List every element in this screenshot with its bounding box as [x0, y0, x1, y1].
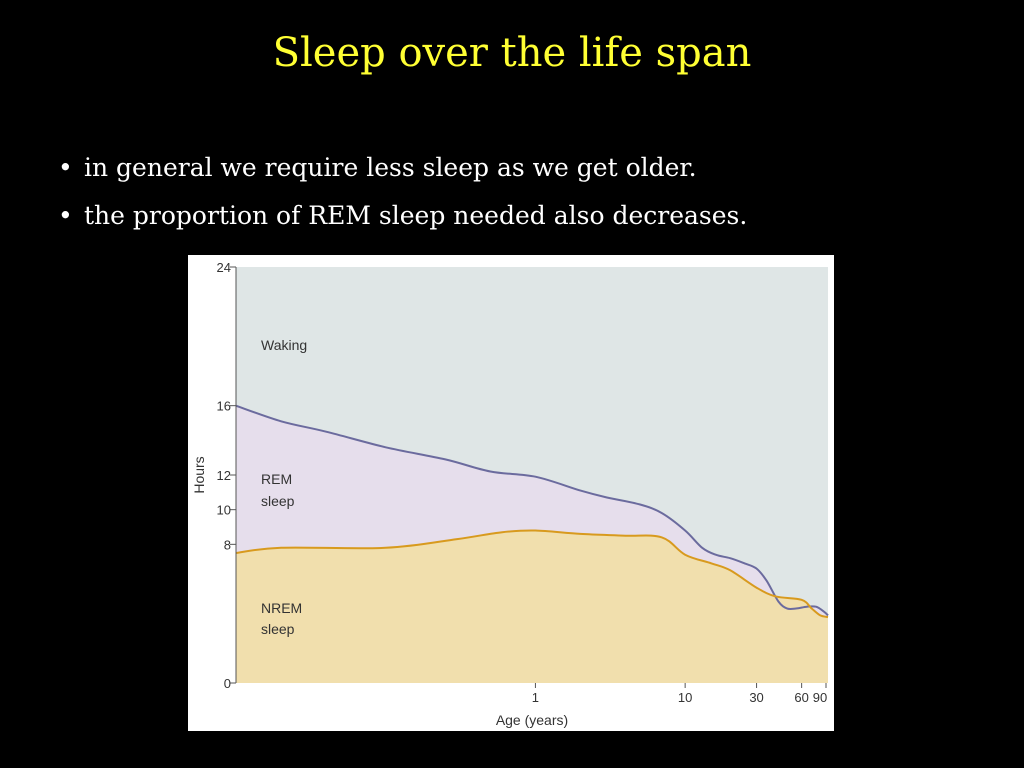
bullet-text: the proportion of REM sleep needed also …: [84, 201, 748, 230]
nrem-sleep-line: [235, 529, 829, 619]
nrem-sleep-area: [236, 530, 828, 683]
y-tick-label: 12: [217, 468, 231, 483]
x-axis-title: Age (years): [496, 712, 568, 728]
x-tick-label: 1: [532, 690, 539, 705]
bullet-marker: •: [58, 153, 73, 182]
sleep-chart: 0 8 10 12 16 24 1 10 30 60 90 Waking REM sleep NR…: [188, 255, 834, 731]
x-tick-label: 90: [813, 690, 827, 705]
y-tick-label: 10: [217, 503, 231, 518]
bullet-text: in general we require less sleep as we g…: [84, 153, 697, 182]
nrem-region-label: NREM: [261, 600, 302, 616]
y-tick-label: 24: [217, 260, 231, 275]
bullet-list: • in general we require less sleep as we …: [58, 150, 747, 246]
x-axis-ticks: 1 10 30 60 90: [532, 683, 827, 705]
y-tick-label: 8: [224, 537, 231, 552]
y-axis-ticks: 0 8 10 12 16 24: [217, 260, 236, 691]
bullet-marker: •: [58, 201, 73, 230]
slide-title: Sleep over the life span: [272, 30, 752, 76]
y-axis-title: Hours: [191, 456, 207, 493]
x-tick-label: 30: [749, 690, 763, 705]
nrem-region-label: sleep: [261, 621, 295, 637]
y-tick-label: 0: [224, 676, 231, 691]
waking-region-label: Waking: [261, 337, 307, 353]
rem-region-label: REM: [261, 471, 292, 487]
bullet-item: • in general we require less sleep as we …: [58, 150, 747, 198]
bullet-item: • the proportion of REM sleep needed also…: [58, 198, 747, 246]
x-tick-label: 10: [678, 690, 692, 705]
x-tick-label: 60: [794, 690, 808, 705]
y-tick-label: 16: [217, 399, 231, 414]
total-sleep-line: [235, 404, 829, 617]
rem-region-label: sleep: [261, 493, 295, 509]
sleep-chart-svg: 0 8 10 12 16 24 1 10 30 60 90 Waking REM sleep NR…: [191, 260, 829, 728]
